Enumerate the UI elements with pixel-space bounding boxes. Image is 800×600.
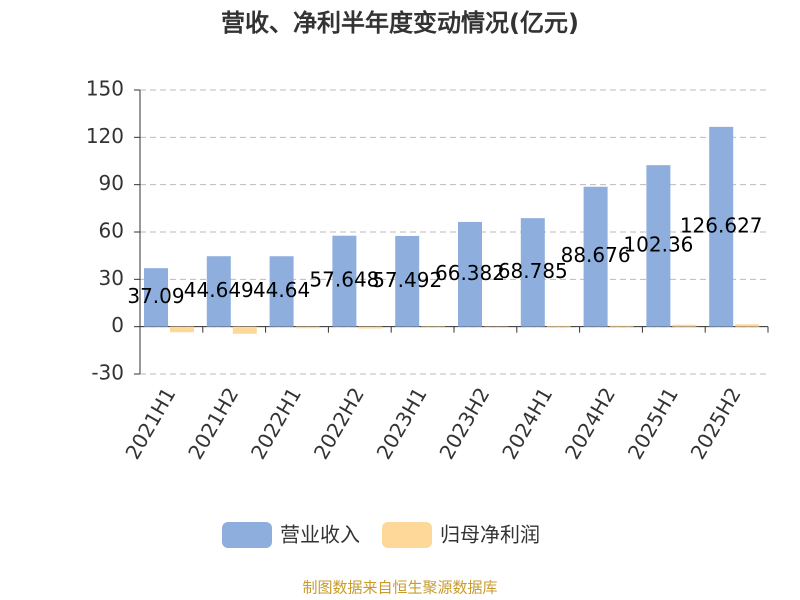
bar: [546, 325, 571, 327]
bar: [583, 186, 608, 327]
data-label: 44.649: [184, 278, 254, 302]
bar: [232, 326, 257, 334]
y-tick-label: 90: [99, 171, 124, 195]
data-label: 102.36: [623, 232, 693, 256]
bar: [358, 326, 383, 329]
bar: [646, 165, 671, 327]
bar: [144, 268, 168, 327]
x-tick-label: 2024H1: [497, 383, 557, 463]
x-tick-label: 2025H1: [623, 383, 683, 463]
data-label: 126.627: [680, 213, 763, 237]
y-tick-label: 120: [86, 124, 124, 148]
y-tick-label: 150: [86, 77, 124, 101]
y-tick-label: 60: [99, 219, 124, 243]
bar: [709, 126, 734, 327]
bar: [269, 256, 294, 327]
legend-swatch: [382, 522, 432, 548]
bar: [458, 221, 482, 327]
x-tick-label: 2021H2: [183, 383, 243, 463]
data-label: 66.382: [435, 261, 505, 285]
bar: [395, 235, 420, 327]
bar: [170, 326, 194, 333]
bar: [206, 256, 231, 327]
legend-label: 营业收入: [280, 523, 360, 547]
x-tick-label: 2024H2: [560, 383, 620, 463]
data-label: 88.676: [561, 243, 631, 267]
data-label: 44.64: [253, 278, 310, 302]
data-label: 68.785: [498, 259, 568, 283]
source-note: 制图数据来自恒生聚源数据库: [302, 579, 497, 597]
y-tick-label: 30: [99, 266, 124, 290]
bar: [672, 324, 697, 327]
chart-title: 营收、净利半年度变动情况(亿元): [221, 9, 579, 37]
data-label: 57.648: [309, 268, 379, 292]
x-tick-label: 2021H1: [120, 383, 180, 463]
bar: [520, 218, 545, 327]
y-tick-label: 0: [111, 313, 124, 337]
bar: [295, 326, 320, 329]
x-tick-label: 2023H1: [372, 383, 432, 463]
x-tick-label: 2025H2: [686, 383, 746, 463]
legend-label: 归母净利润: [440, 523, 540, 547]
data-label: 37.09: [127, 284, 184, 308]
bar: [735, 324, 760, 327]
y-tick-label: -30: [91, 361, 124, 385]
data-label: 57.492: [372, 268, 442, 292]
bar: [609, 325, 634, 327]
x-tick-label: 2022H2: [309, 383, 369, 463]
bar: [332, 235, 357, 327]
x-tick-label: 2023H2: [434, 383, 494, 463]
legend-swatch: [222, 522, 272, 548]
x-tick-label: 2022H1: [246, 383, 306, 463]
